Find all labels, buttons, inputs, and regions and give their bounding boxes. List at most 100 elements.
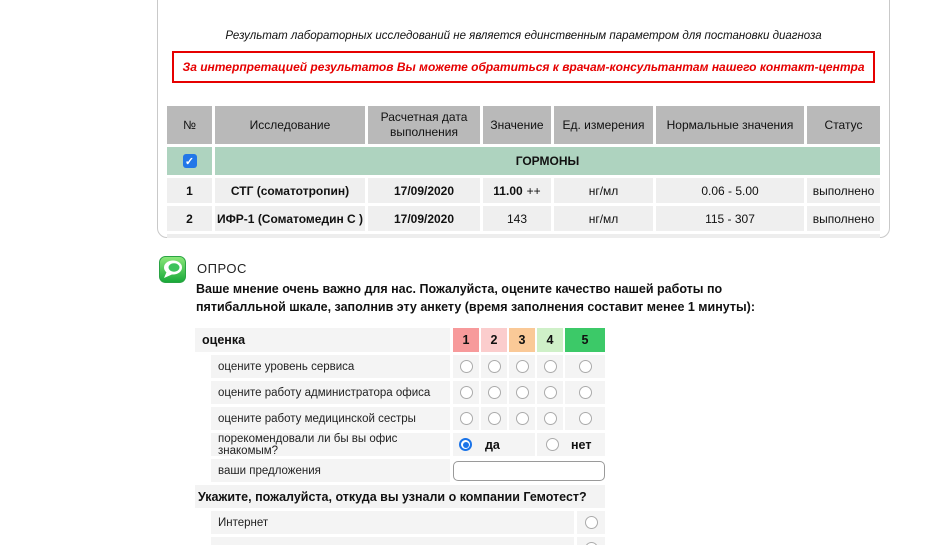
radio-cell (537, 355, 563, 378)
radio-cell (481, 381, 507, 404)
rating-nurse-radio-1[interactable] (459, 412, 473, 425)
source-question-row: Укажите, пожалуйста, откуда вы узнали о … (195, 485, 605, 508)
rating-admin-radio-4[interactable] (543, 386, 557, 399)
rating-nurse-radio-5[interactable] (578, 412, 592, 425)
scale-cell-1: 1 (453, 328, 479, 352)
row-test: СТГ (соматотропин) (215, 178, 365, 203)
row-value-number: 11.00 (493, 183, 523, 198)
radio-cell (565, 407, 605, 430)
radio-cell (509, 355, 535, 378)
row-normal: 0.06 - 5.00 (656, 178, 804, 203)
recommend-yes-radio[interactable] (459, 438, 472, 451)
rating-admin-radio-2[interactable] (487, 386, 501, 399)
warning-box: За интерпретацией результатов Вы можете … (172, 51, 875, 83)
col-header-test: Исследование (215, 106, 365, 144)
warning-text: За интерпретацией результатов Вы можете … (182, 60, 865, 74)
scale-cell-3: 3 (509, 328, 535, 352)
row-value-flag: ++ (526, 183, 541, 198)
radio-cell (577, 537, 605, 545)
table-footer-strip (167, 234, 880, 238)
rating-nurse-radio-4[interactable] (543, 412, 557, 425)
recommend-yes-cell: да (453, 433, 535, 456)
col-header-unit: Ед. измерения (554, 106, 653, 144)
recommend-no-label: нет (571, 437, 592, 452)
group-title: ГОРМОНЫ (215, 147, 880, 175)
source-internet-radio[interactable] (584, 516, 598, 529)
row-status: выполнено (807, 178, 880, 203)
radio-cell (565, 381, 605, 404)
rating-row-service: оцените уровень сервиса (211, 355, 605, 378)
source-option-label: Интернет (211, 511, 574, 534)
row-num: 2 (167, 206, 212, 231)
row-test: ИФР-1 (Соматомедин С ) (215, 206, 365, 231)
row-date: 17/09/2020 (368, 178, 480, 203)
col-header-normal: Нормальные значения (656, 106, 804, 144)
survey-table: оценка 1 2 3 4 5 оцените уровень сервиса… (195, 328, 605, 545)
recommend-label: порекомендовали ли бы вы офис знакомым? (211, 433, 450, 457)
row-unit: нг/мл (554, 206, 653, 231)
rating-row-nurse: оцените работу медицинской сестры (211, 407, 605, 430)
source-option-row: Интернет (211, 511, 605, 534)
rating-service-radio-5[interactable] (578, 360, 592, 373)
radio-cell (577, 511, 605, 534)
group-checkbox-cell: ✓ (167, 147, 212, 175)
rating-service-radio-3[interactable] (515, 360, 529, 373)
recommend-row: порекомендовали ли бы вы офис знакомым? … (211, 433, 605, 457)
suggestions-input-wrap (453, 459, 605, 482)
row-num: 1 (167, 178, 212, 203)
row-value: 11.00 ++ (483, 178, 551, 203)
results-disclaimer: Результат лабораторных исследований не я… (225, 30, 822, 42)
row-normal: 115 - 307 (656, 206, 804, 231)
radio-cell (481, 407, 507, 430)
col-header-status: Статус (807, 106, 880, 144)
group-checkbox[interactable]: ✓ (182, 154, 197, 168)
col-header-num: № (167, 106, 212, 144)
scale-header-row: оценка 1 2 3 4 5 (195, 328, 605, 352)
rating-row-admin: оцените работу администратора офиса (211, 381, 605, 404)
rating-row-label: оцените уровень сервиса (211, 355, 450, 378)
recommend-no-cell: нет (537, 433, 605, 456)
col-header-date: Расчетная дата выполнения (368, 106, 480, 144)
source-option-row-partial (211, 537, 605, 545)
row-unit: нг/мл (554, 178, 653, 203)
rating-service-radio-1[interactable] (459, 360, 473, 373)
source-option-label (211, 537, 574, 545)
results-table: № Исследование Расчетная дата выполнения… (167, 106, 880, 238)
radio-cell (565, 355, 605, 378)
radio-cell (481, 355, 507, 378)
row-value: 143 (483, 206, 551, 231)
rating-admin-radio-3[interactable] (515, 386, 529, 399)
row-date: 17/09/2020 (368, 206, 480, 231)
radio-cell (453, 355, 479, 378)
recommend-yes-label: да (485, 437, 500, 452)
radio-cell (537, 381, 563, 404)
scale-cell-2: 2 (481, 328, 507, 352)
rating-admin-radio-1[interactable] (459, 386, 473, 399)
radio-cell (453, 381, 479, 404)
radio-cell (537, 407, 563, 430)
suggestions-label: ваши предложения (211, 459, 450, 482)
scale-cell-5: 5 (565, 328, 605, 352)
rating-nurse-radio-2[interactable] (487, 412, 501, 425)
rating-row-label: оцените работу администратора офиса (211, 381, 450, 404)
radio-cell (509, 407, 535, 430)
radio-cell (453, 407, 479, 430)
survey-chat-icon (159, 256, 186, 283)
col-header-value: Значение (483, 106, 551, 144)
survey-intro: Ваше мнение очень важно для нас. Пожалуй… (196, 282, 756, 314)
suggestions-input[interactable] (453, 460, 605, 481)
scale-header-label: оценка (195, 328, 450, 352)
survey-title: ОПРОС (197, 261, 247, 276)
scale-cell-4: 4 (537, 328, 563, 352)
results-card: Результат лабораторных исследований не я… (157, 0, 890, 238)
rating-service-radio-2[interactable] (487, 360, 501, 373)
rating-row-label: оцените работу медицинской сестры (211, 407, 450, 430)
source-question: Укажите, пожалуйста, откуда вы узнали о … (195, 485, 605, 508)
recommend-no-radio[interactable] (546, 438, 559, 451)
row-status: выполнено (807, 206, 880, 231)
rating-admin-radio-5[interactable] (578, 386, 592, 399)
radio-cell (509, 381, 535, 404)
suggestions-row: ваши предложения (211, 459, 605, 482)
rating-service-radio-4[interactable] (543, 360, 557, 373)
rating-nurse-radio-3[interactable] (515, 412, 529, 425)
